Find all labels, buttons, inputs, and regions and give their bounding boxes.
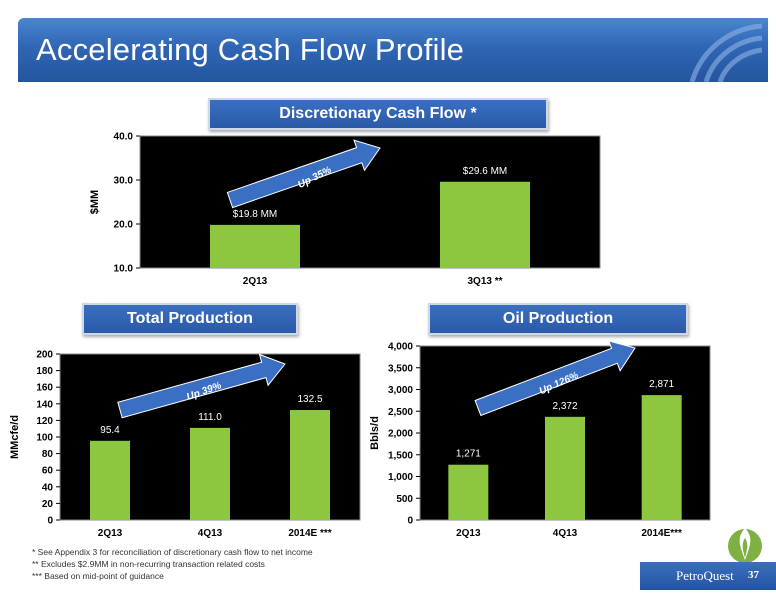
oil-production-chart: 0 500 1,000 1,500 2,000 2,500 3,000 3,500 4,000 B… [369, 340, 711, 539]
footnote-2: ** Excludes $2.9MM in non-recurring tran… [32, 559, 265, 569]
data-label: 2,871 [649, 379, 674, 390]
bar [448, 464, 489, 520]
y-tick-label: 1,500 [388, 450, 413, 461]
y-tick-label: 10.0 [114, 264, 134, 275]
y-tick-label: 100 [36, 433, 53, 444]
growth-arrow [117, 353, 286, 419]
petroquest-flame-icon [728, 528, 762, 563]
y-tick-label: 20 [42, 499, 54, 510]
y-tick-label: 120 [36, 416, 53, 427]
chart-title-total-production: Total Production [82, 303, 298, 335]
x-tick-label: 2Q13 [98, 528, 123, 539]
y-tick-label: 0 [407, 516, 413, 527]
footnotes: * See Appendix 3 for reconciliation of d… [32, 546, 313, 582]
data-label: $29.6 MM [463, 166, 507, 177]
chart-title-cashflow: Discretionary Cash Flow * [208, 98, 548, 130]
bar [641, 395, 682, 520]
x-tick-label: 3Q13 ** [467, 276, 502, 287]
y-tick-label: 4,000 [388, 342, 413, 353]
y-tick-label: 40.0 [114, 132, 134, 143]
y-tick-label: 140 [36, 399, 53, 410]
y-tick-label: 1,000 [388, 472, 413, 483]
footnote-3: *** Based on mid-point of guidance [32, 571, 164, 581]
swirl-logo-icon [689, 23, 762, 82]
footnote-1: * See Appendix 3 for reconciliation of d… [32, 547, 313, 557]
y-tick-label: 20.0 [114, 220, 134, 231]
growth-arrow [226, 139, 381, 209]
y-tick-label: 500 [396, 494, 413, 505]
x-tick-label: 2014E*** [641, 528, 682, 539]
x-tick-label: 4Q13 [198, 528, 223, 539]
y-axis-label: MMcfe/d [9, 415, 21, 459]
y-tick-label: 2,500 [388, 407, 413, 418]
y-tick-label: 3,500 [388, 363, 413, 374]
x-tick-label: 2Q13 [456, 528, 481, 539]
data-label: 1,271 [456, 449, 481, 460]
page-number: 37 [748, 569, 759, 581]
slide-title: Accelerating Cash Flow Profile [36, 32, 465, 67]
data-label: 132.5 [297, 394, 322, 405]
arrow-shape [117, 353, 286, 419]
y-tick-label: 0 [47, 516, 53, 527]
data-label: $19.8 MM [233, 209, 277, 220]
y-tick-label: 3,000 [388, 385, 413, 396]
x-tick-label: 4Q13 [553, 528, 578, 539]
arrow-shape [474, 340, 636, 417]
data-label: 2,372 [552, 401, 577, 412]
y-tick-label: 40 [42, 482, 54, 493]
growth-arrow [474, 340, 636, 417]
x-tick-label: 2Q13 [243, 276, 268, 287]
y-tick-label: 160 [36, 383, 53, 394]
total-production-chart: 0 20 40 60 80 100 120 140 160 180 200 MMcfe/d 95.4 2Q… [9, 350, 361, 539]
y-tick-label: 30.0 [114, 176, 134, 187]
data-label: 111.0 [198, 412, 222, 423]
title-bar: Accelerating Cash Flow Profile [18, 18, 768, 82]
x-tick-label: 2014E *** [288, 528, 331, 539]
footer-bar: PetroQuest 37 [640, 562, 776, 590]
bar [190, 427, 230, 520]
y-axis-label: Bbls/d [369, 416, 381, 450]
bar [290, 410, 330, 520]
y-tick-label: 60 [42, 466, 54, 477]
y-tick-label: 180 [36, 366, 53, 377]
cashflow-chart: 10.0 20.0 30.0 40.0 $MM $19.8 MM 2Q13 $29.6 MM 3… [89, 132, 601, 287]
bar [545, 416, 585, 520]
bar [90, 440, 130, 520]
arrow-shape [226, 139, 381, 209]
y-tick-label: 80 [42, 449, 54, 460]
y-tick-label: 200 [36, 350, 53, 361]
y-tick-label: 2,000 [388, 429, 413, 440]
bar [210, 224, 300, 268]
y-axis-label: $MM [89, 190, 101, 214]
data-label: 95.4 [100, 425, 120, 436]
bar [440, 181, 530, 268]
brand-name: PetroQuest [676, 568, 734, 583]
chart-title-oil-production: Oil Production [428, 303, 688, 335]
